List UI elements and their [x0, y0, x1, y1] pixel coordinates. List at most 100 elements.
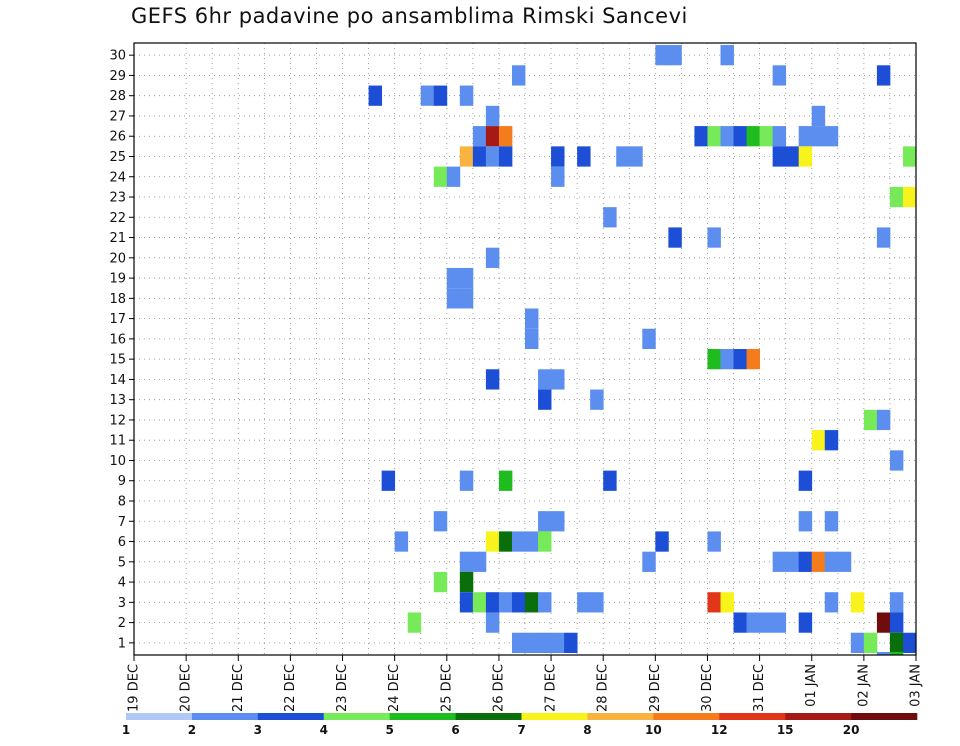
y-tick-label: 10	[109, 454, 126, 469]
precip-cell	[889, 450, 904, 471]
y-tick-label: 14	[109, 373, 126, 388]
precip-cell	[668, 45, 682, 66]
precip-cell	[902, 146, 917, 167]
x-tick-label: 27 DEC	[544, 664, 559, 712]
precip-cell	[720, 45, 734, 66]
y-tick-label: 5	[118, 555, 126, 570]
y-tick-label: 16	[109, 332, 126, 347]
precip-cell	[525, 308, 539, 329]
precip-cell	[811, 430, 826, 451]
colorbar-swatch	[653, 713, 720, 720]
x-tick-label: 19 DEC	[127, 664, 142, 712]
colorbar-label: 1	[122, 723, 130, 737]
precip-cell	[498, 146, 513, 167]
colorbar-label: 12	[711, 723, 728, 737]
y-tick-label: 8	[118, 495, 126, 510]
y-tick-label: 3	[118, 596, 126, 611]
precip-cell	[590, 389, 604, 410]
precip-cell	[733, 126, 747, 147]
precip-cell	[629, 146, 643, 167]
precip-cell	[603, 470, 617, 491]
y-tick-label: 11	[109, 434, 126, 449]
precip-cell	[798, 470, 813, 491]
precip-cell	[889, 186, 904, 208]
precip-cell	[485, 146, 500, 167]
precip-cell	[564, 632, 578, 653]
y-tick-label: 25	[109, 150, 126, 165]
colorbar-swatch	[785, 713, 852, 720]
precip-cell	[525, 592, 539, 613]
precip-cell	[577, 592, 591, 613]
precip-cell	[720, 349, 734, 370]
precip-cell	[642, 328, 656, 350]
colorbar-swatch	[191, 713, 259, 720]
precip-cell	[538, 632, 552, 653]
x-tick-label: 25 DEC	[439, 664, 454, 712]
colorbar-label: 4	[320, 723, 328, 737]
precip-cell	[824, 430, 839, 451]
precip-cell	[642, 551, 656, 572]
precip-cell	[733, 612, 747, 633]
precip-cell	[707, 349, 721, 370]
precip-cell	[498, 531, 513, 552]
precip-cell	[707, 227, 721, 248]
precip-cell	[889, 652, 904, 655]
precip-cell	[837, 551, 852, 572]
x-tick-label: 20 DEC	[179, 664, 194, 712]
precip-cell	[824, 126, 839, 147]
y-tick-label: 2	[118, 616, 126, 631]
precip-cell	[707, 126, 721, 147]
precip-cell	[368, 85, 383, 106]
precip-cell	[707, 592, 721, 613]
precip-cell	[459, 571, 474, 593]
precip-cell	[902, 632, 917, 653]
precip-cell	[772, 612, 787, 633]
precip-cell	[889, 592, 904, 613]
y-tick-label: 27	[109, 109, 126, 124]
precip-cell	[824, 592, 839, 613]
precip-cell	[459, 470, 474, 491]
precip-cell	[876, 409, 891, 431]
colorbar-label: 3	[254, 723, 262, 737]
precip-cell	[538, 389, 552, 410]
colorbar-swatch	[455, 713, 522, 720]
y-tick-label: 26	[109, 130, 126, 145]
x-tick-label: 21 DEC	[231, 664, 246, 712]
precip-cell	[772, 551, 787, 572]
colorbar-swatch	[323, 713, 390, 720]
x-tick-label: 23 DEC	[335, 664, 350, 712]
precip-cell	[551, 632, 565, 653]
y-tick-label: 4	[118, 576, 126, 591]
precip-cell	[446, 267, 461, 289]
precip-cell	[876, 65, 891, 86]
precip-cell	[759, 126, 774, 147]
precip-cell	[446, 288, 461, 309]
y-tick-label: 9	[118, 474, 126, 489]
precip-cell	[420, 85, 435, 106]
colorbar-swatch	[851, 713, 918, 720]
y-tick-label: 29	[109, 69, 126, 84]
precip-cell	[863, 632, 878, 653]
precip-cell	[746, 612, 760, 633]
precip-cell	[798, 126, 813, 147]
colorbar-label: 5	[385, 723, 393, 737]
y-tick-label: 13	[109, 393, 126, 408]
y-axis-ticks: 1234567891011121314151617181920212223242…	[109, 49, 134, 651]
precip-cell	[433, 511, 448, 532]
precip-cell	[902, 186, 917, 208]
precip-cell	[655, 45, 669, 66]
precip-cell	[433, 85, 448, 106]
precip-cell	[876, 612, 891, 633]
y-tick-label: 1	[118, 636, 126, 651]
x-tick-label: 30 DEC	[700, 664, 715, 712]
precip-cell	[525, 328, 539, 350]
colorbar-label: 2	[188, 723, 196, 737]
precip-cell	[485, 531, 500, 552]
y-tick-label: 28	[109, 89, 126, 104]
colorbar-label: 10	[645, 723, 662, 737]
precip-cell	[772, 65, 787, 86]
precip-cell	[824, 551, 839, 572]
precip-cell	[746, 126, 760, 147]
x-axis-ticks: 19 DEC 20 DEC 21 DEC 22 DEC 23 DEC 24 DEC 25 D…	[127, 655, 924, 712]
